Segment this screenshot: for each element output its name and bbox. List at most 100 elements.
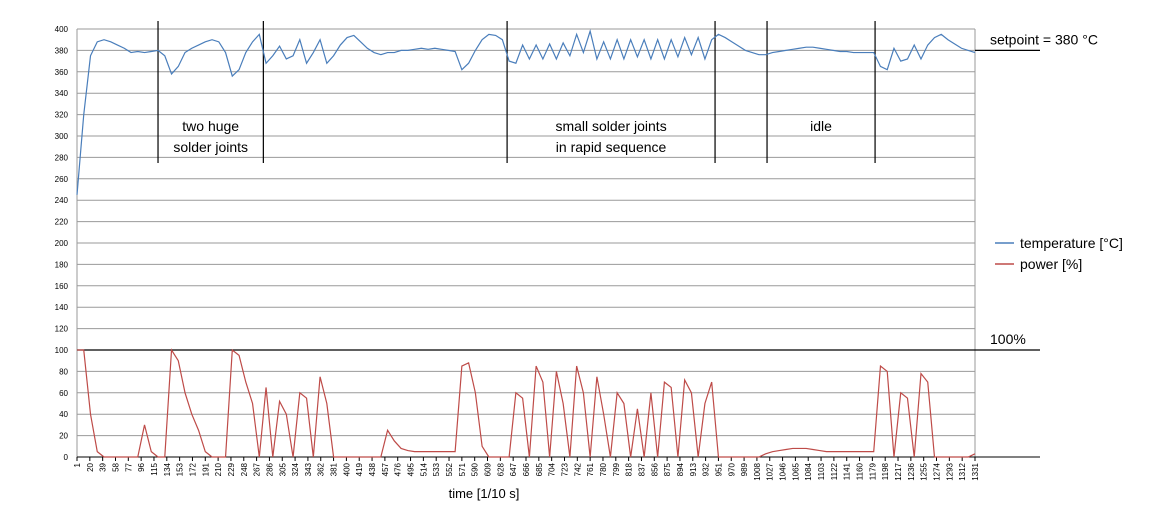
- x-tick-label: 837: [637, 462, 646, 476]
- x-tick-label: 704: [548, 462, 557, 476]
- reference-label: setpoint = 380 °C: [990, 31, 1098, 47]
- x-tick-label: 96: [137, 462, 146, 471]
- series-line: [76, 28, 976, 195]
- x-tick-label: 666: [522, 462, 531, 476]
- region-label: two huge: [182, 118, 239, 134]
- x-tick-label: 457: [381, 462, 390, 476]
- region-label: in rapid sequence: [556, 139, 667, 155]
- x-tick-label: 552: [445, 462, 454, 476]
- y-tick-label: 180: [55, 260, 69, 269]
- x-tick-label: 267: [253, 462, 262, 476]
- x-tick-label: 1293: [945, 462, 954, 480]
- x-tick-label: 495: [407, 462, 416, 476]
- y-tick-label: 220: [55, 218, 69, 227]
- x-axis-label: time [1/10 s]: [449, 486, 520, 501]
- x-tick-label: 1312: [958, 462, 967, 480]
- y-tick-label: 20: [59, 432, 68, 441]
- y-tick-label: 60: [59, 389, 68, 398]
- x-tick-label: 400: [342, 462, 351, 476]
- y-tick-label: 0: [64, 453, 69, 462]
- x-tick-label: 172: [188, 462, 197, 476]
- x-tick-label: 723: [560, 462, 569, 476]
- x-tick-label: 932: [702, 462, 711, 476]
- x-tick-label: 799: [612, 462, 621, 476]
- x-tick-label: 856: [650, 462, 659, 476]
- x-tick-label: 343: [304, 462, 313, 476]
- x-tick-label: 134: [163, 462, 172, 476]
- y-tick-label: 360: [55, 68, 69, 77]
- x-tick-label: 1255: [920, 462, 929, 480]
- x-tick-label: 875: [663, 462, 672, 476]
- y-tick-label: 260: [55, 175, 69, 184]
- x-tick-label: 248: [240, 462, 249, 476]
- y-tick-label: 400: [55, 25, 69, 34]
- y-tick-label: 160: [55, 282, 69, 291]
- x-tick-label: 39: [99, 462, 108, 471]
- x-tick-label: 210: [214, 462, 223, 476]
- x-tick-label: 761: [586, 462, 595, 476]
- x-tick-label: 191: [201, 462, 210, 476]
- region-label: solder joints: [173, 139, 248, 155]
- x-tick-label: 438: [368, 462, 377, 476]
- y-tick-label: 100: [55, 346, 69, 355]
- region-label: idle: [810, 118, 832, 134]
- x-tick-label: 1065: [791, 462, 800, 480]
- x-tick-label: 590: [471, 462, 480, 476]
- x-tick-label: 1331: [971, 462, 980, 480]
- x-tick-label: 115: [150, 462, 159, 475]
- y-tick-label: 140: [55, 303, 69, 312]
- x-tick-label: 628: [496, 462, 505, 476]
- x-tick-label: 381: [330, 462, 339, 476]
- x-tick-label: 685: [535, 462, 544, 476]
- x-tick-label: 305: [278, 462, 287, 476]
- x-tick-label: 419: [355, 462, 364, 476]
- x-tick-label: 951: [714, 462, 723, 476]
- x-tick-label: 894: [676, 462, 685, 476]
- y-tick-label: 380: [55, 46, 69, 55]
- y-tick-label: 280: [55, 153, 69, 162]
- x-tick-label: 514: [419, 462, 428, 476]
- x-tick-label: 609: [484, 462, 493, 476]
- x-tick-label: 1198: [881, 462, 890, 480]
- x-tick-label: 362: [317, 462, 326, 476]
- x-tick-label: 1103: [817, 462, 826, 480]
- x-tick-label: 229: [227, 462, 236, 476]
- region-label: small solder joints: [555, 118, 666, 134]
- y-tick-label: 240: [55, 196, 69, 205]
- x-tick-label: 647: [509, 462, 518, 476]
- x-tick-label: 476: [394, 462, 403, 476]
- x-tick-label: 818: [625, 462, 634, 476]
- reference-label: 100%: [990, 331, 1026, 347]
- x-tick-label: 153: [176, 462, 185, 476]
- x-tick-label: 913: [689, 462, 698, 476]
- x-tick-label: 1: [73, 462, 82, 467]
- y-tick-label: 320: [55, 111, 69, 120]
- x-tick-label: 1236: [907, 462, 916, 480]
- x-tick-label: 1122: [830, 462, 839, 480]
- x-tick-label: 77: [124, 462, 133, 471]
- x-tick-label: 1179: [868, 462, 877, 480]
- y-tick-label: 200: [55, 239, 69, 248]
- series-line: [77, 348, 976, 458]
- x-tick-label: 1027: [766, 462, 775, 480]
- x-tick-label: 533: [432, 462, 441, 476]
- x-tick-label: 970: [727, 462, 736, 476]
- x-tick-label: 1141: [843, 462, 852, 480]
- x-tick-label: 780: [599, 462, 608, 476]
- y-tick-label: 40: [59, 410, 68, 419]
- legend-label: temperature [°C]: [1020, 235, 1123, 251]
- x-tick-label: 1084: [804, 462, 813, 480]
- y-tick-label: 80: [59, 367, 68, 376]
- legend-label: power [%]: [1020, 256, 1082, 272]
- x-tick-label: 571: [458, 462, 467, 476]
- x-tick-label: 742: [573, 462, 582, 476]
- x-tick-label: 1046: [779, 462, 788, 480]
- x-tick-label: 58: [111, 462, 120, 471]
- x-tick-label: 1274: [933, 462, 942, 480]
- x-tick-label: 1008: [753, 462, 762, 480]
- x-tick-label: 20: [86, 462, 95, 471]
- x-tick-label: 1217: [894, 462, 903, 480]
- y-tick-label: 120: [55, 325, 69, 334]
- x-tick-label: 989: [740, 462, 749, 476]
